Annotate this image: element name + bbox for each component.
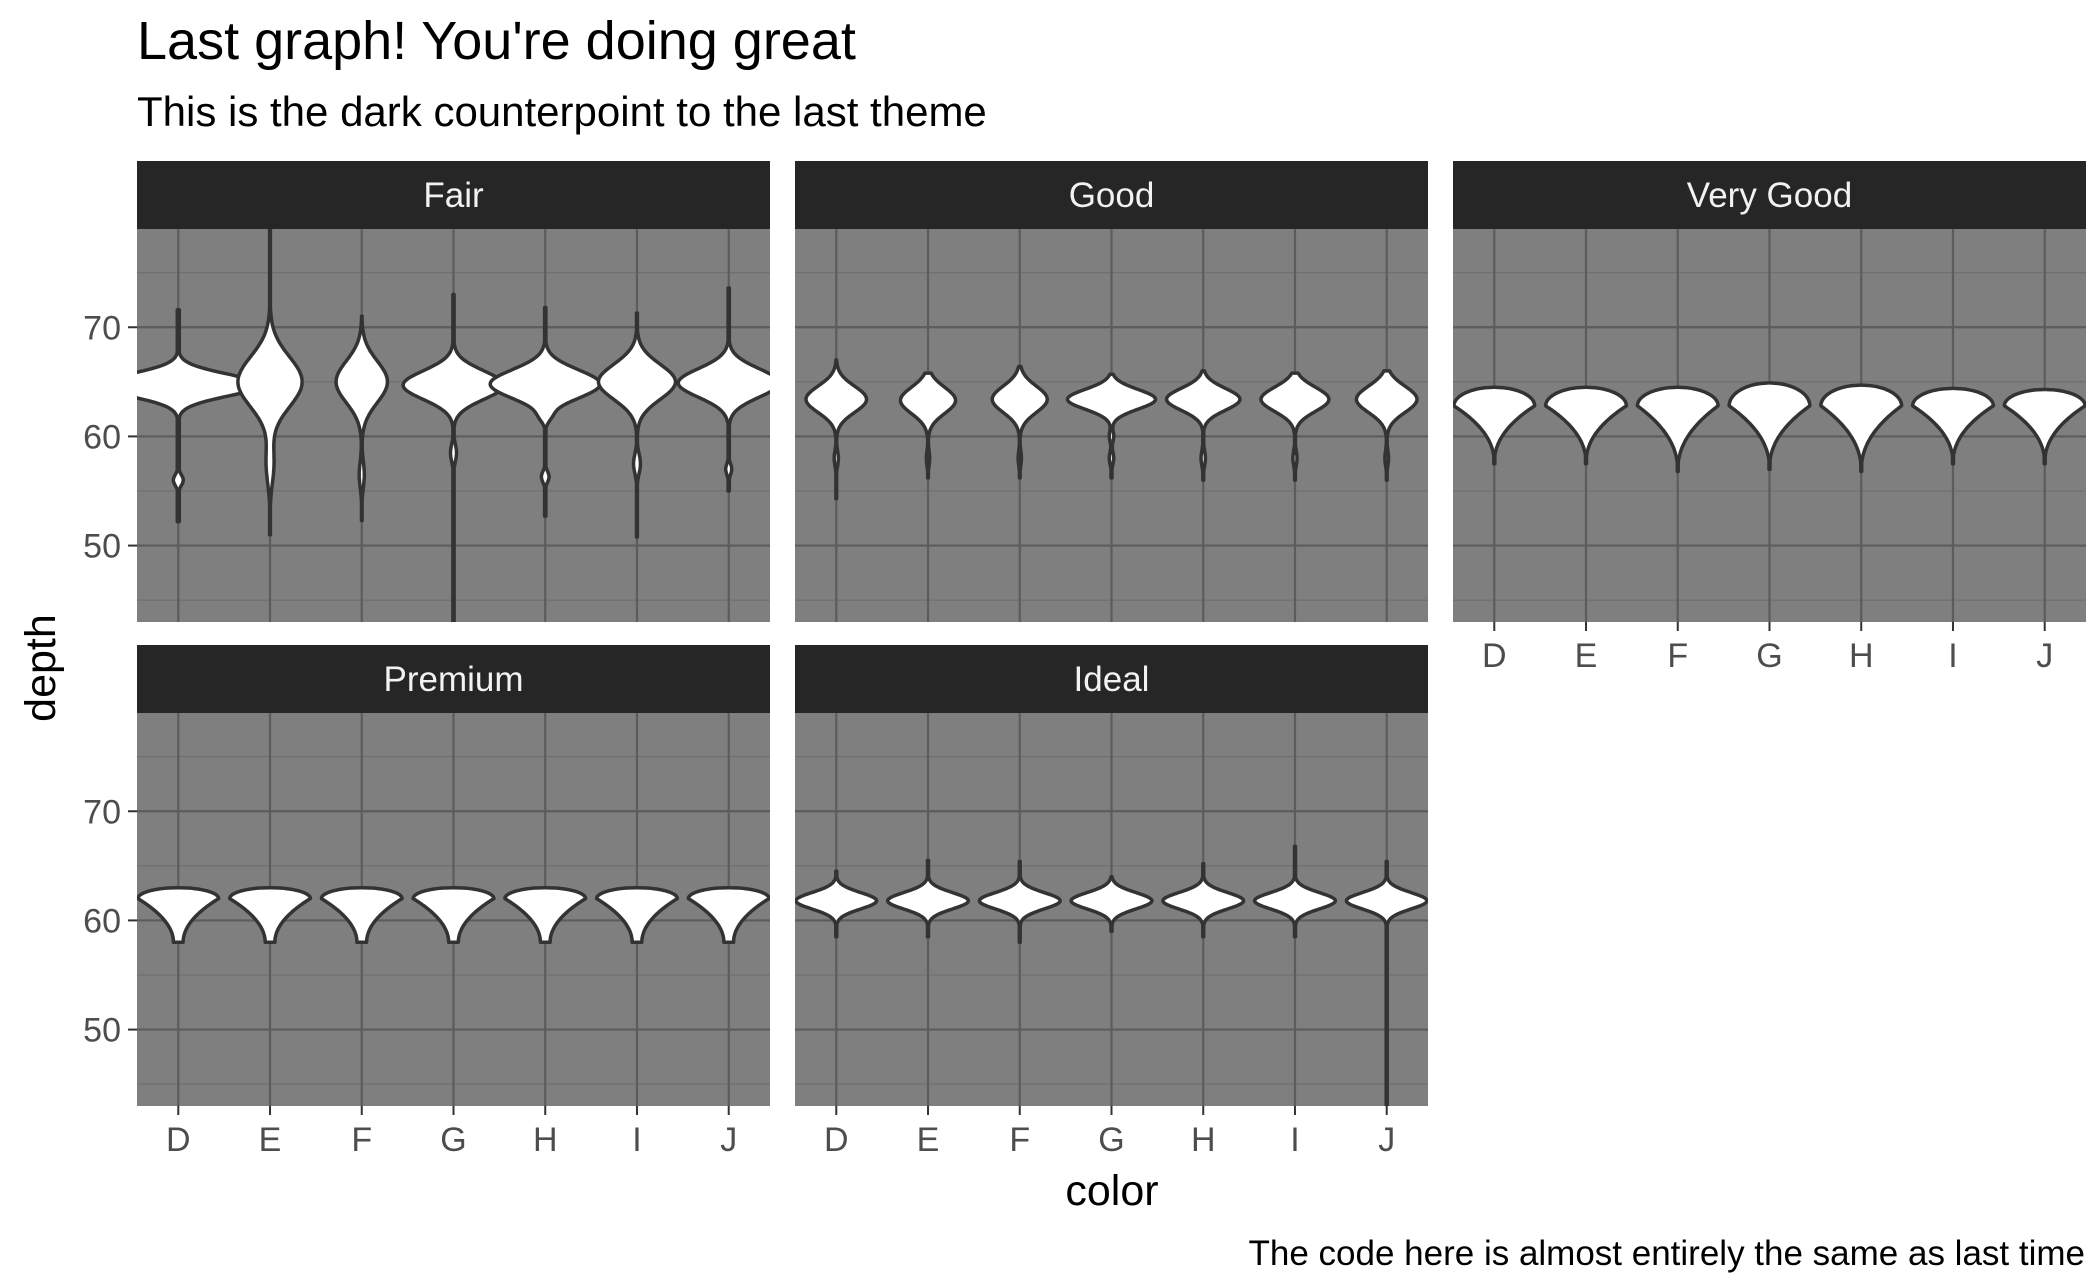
y-axis-title: depth [17,614,65,722]
chart-subtitle: This is the dark counterpoint to the las… [137,88,987,135]
violin-fair-E [236,229,304,537]
x-tick-label: I [632,1121,641,1159]
violin-premium-J [686,885,770,945]
x-tick-label: H [533,1121,558,1159]
violin-fair-I [596,311,678,539]
x-tick-label: E [1575,637,1598,675]
facet-strip [795,645,1428,713]
y-tick-label: 50 [83,1012,121,1050]
x-tick-label: F [351,1121,372,1159]
violin-premium-F [319,885,404,945]
violin-ideal-E [885,858,971,939]
x-axis-title: color [1065,1167,1158,1215]
facet-panel-ideal: Ideal D E F G H I J [795,645,1428,1159]
x-tick-label: H [1849,637,1874,675]
violin-ideal-G [1069,875,1154,934]
violin-fair-F [334,314,390,523]
violin-premium-E [227,885,313,945]
y-tick-label: 50 [83,528,121,566]
y-tick-label: 60 [83,902,121,940]
violin-premium-I [594,885,680,945]
violins-group [795,844,1428,1106]
x-tick-label: H [1191,1121,1216,1159]
chart-caption: The code here is almost entirely the sam… [1249,1234,2085,1273]
violin-good-E [898,371,958,480]
x-tick-label: J [1378,1121,1395,1159]
facet-strip [1453,161,2086,229]
violins-group [1453,381,2086,474]
violin-premium-G [411,885,496,945]
violin-good-I [1259,371,1331,482]
violin-fair-H [488,305,603,518]
facet-panel-fair: Fair 50 60 70 [83,161,770,622]
facet-strip [137,645,770,713]
facet-panel-very-good: Very Good D E F G H I J [1453,161,2086,675]
y-tick-label: 70 [83,309,121,347]
violin-ideal-I [1252,844,1338,939]
violin-good-J [1354,369,1419,482]
chart-title: Last graph! You're doing great [137,11,856,71]
violin-very-good-H [1819,383,1904,474]
violin-very-good-J [2002,387,2086,466]
facet-panel-premium: Premium 50 60 70 D E F G H I J [83,645,770,1159]
x-tick-label: I [1290,1121,1299,1159]
facet-strip-label: Very Good [1687,176,1852,215]
facet-strip [795,161,1428,229]
violin-ideal-H [1161,861,1246,939]
x-tick-label: E [917,1121,940,1159]
violin-very-good-D [1453,385,1537,466]
violins-group [804,358,1419,501]
x-tick-label: G [1756,637,1782,675]
x-tick-label: E [259,1121,282,1159]
facet-strip-label: Fair [423,176,484,215]
violin-fair-D [137,308,263,524]
facet-strip [137,161,770,229]
x-tick-label: I [1948,637,1957,675]
violin-premium-D [137,885,221,945]
violin-very-good-I [1910,386,1996,466]
violin-good-G [1065,372,1158,480]
violin-good-F [990,364,1050,480]
y-tick-label: 60 [83,418,121,456]
violin-very-good-F [1635,385,1720,474]
x-tick-label: F [1667,637,1688,675]
violin-premium-H [503,885,588,945]
violin-ideal-J [1344,859,1428,1106]
x-tick-label: D [166,1121,191,1159]
violin-very-good-E [1543,385,1629,466]
facet-strip-label: Premium [383,660,523,699]
x-tick-label: J [2036,637,2053,675]
x-tick-label: D [1482,637,1507,675]
violins-group [137,885,770,945]
x-tick-label: G [440,1121,466,1159]
violin-ideal-D [795,869,879,939]
violin-good-D [804,358,869,501]
x-tick-label: F [1009,1121,1030,1159]
x-tick-label: D [824,1121,849,1159]
facet-panels: Fair 50 60 70 Good Very Good D E F G H I J Premium 50 6… [83,161,2086,1159]
x-tick-label: G [1098,1121,1124,1159]
violin-ideal-F [977,859,1062,945]
x-tick-label: J [720,1121,737,1159]
y-tick-label: 70 [83,793,121,831]
violin-very-good-G [1727,381,1812,471]
facet-panel-good: Good [795,161,1428,622]
violins-group [137,229,770,622]
facet-strip-label: Good [1069,176,1155,215]
violin-fair-G [401,292,506,622]
facet-strip-label: Ideal [1074,660,1150,699]
violin-fair-J [676,286,770,493]
violin-good-H [1164,369,1242,482]
